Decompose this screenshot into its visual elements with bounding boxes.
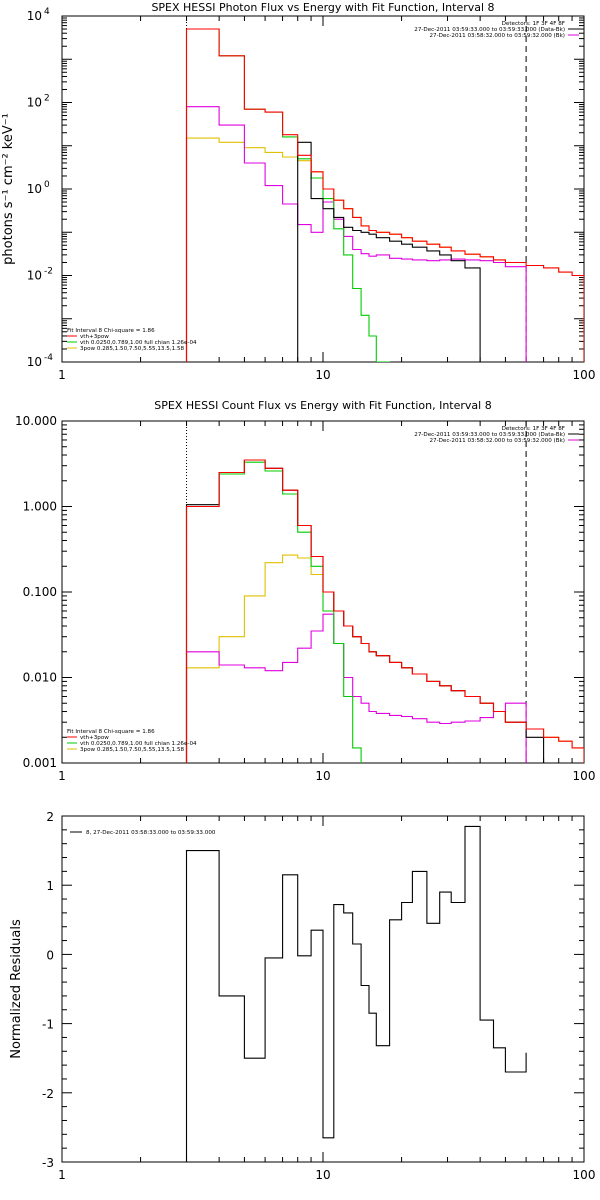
y-tick-label: 10 [27, 269, 42, 283]
series-line [185, 825, 527, 1162]
legend-entry: 3pow 0.285,1.50,7.50,5.55,13.5,1.58 [80, 747, 185, 753]
series-group [185, 28, 584, 362]
legend-top-right-entry: 27-Dec-2011 03:58:32.000 to 03:59:32.000… [429, 438, 565, 444]
series-line [185, 459, 584, 763]
y-tick-label: 0.010 [23, 671, 57, 685]
y-tick-label: -1 [42, 1018, 54, 1032]
y-tick-label: 10.000 [15, 414, 57, 428]
y-tick-exponent: -4 [44, 353, 53, 363]
x-tick-label: 10 [315, 1168, 330, 1182]
series-line [185, 459, 545, 763]
x-tick-label: 1 [58, 1168, 66, 1182]
y-tick-label: 10 [27, 355, 42, 369]
legend-entry: vth 0.0250,0.789,1.00 full chian 1.26e-0… [80, 340, 197, 346]
y-tick-label: 0.001 [23, 756, 57, 770]
legend-entry: vth+3pow [80, 334, 109, 340]
series-line [185, 554, 584, 763]
y-tick-label: 10 [27, 9, 42, 23]
series-line [185, 28, 391, 362]
y-tick-label: 0 [46, 948, 54, 962]
y-tick-label: 2 [46, 810, 54, 824]
panel-1: SPEX HESSI Photon Flux vs Energy with Fi… [1, 1, 596, 382]
series-line [185, 613, 527, 763]
series-group [185, 825, 527, 1162]
series-line [297, 141, 481, 362]
x-tick-label: 1 [58, 769, 66, 783]
y-tick-label: 1.000 [23, 500, 57, 514]
x-tick-label: 100 [573, 1168, 596, 1182]
y-tick-label: 10 [27, 96, 42, 110]
series-line [185, 28, 584, 362]
y-tick-exponent: -2 [44, 267, 53, 277]
y-tick-label: -2 [42, 1087, 54, 1101]
x-tick-label: 10 [315, 368, 330, 382]
legend-entry: 8, 27-Dec-2011 03:58:33.000 to 03:59:33.… [86, 830, 216, 836]
y-tick-label: -3 [42, 1156, 54, 1170]
legend-top-right-entry: 27-Dec-2011 03:58:32.000 to 03:59:32.000… [429, 33, 565, 39]
x-tick-label: 100 [573, 368, 596, 382]
y-tick-exponent: 2 [44, 94, 50, 104]
legend-entry: vth+3pow [80, 735, 109, 741]
chart-title: SPEX HESSI Photon Flux vs Energy with Fi… [151, 1, 494, 14]
panel-2: SPEX HESSI Count Flux vs Energy with Fit… [15, 399, 596, 783]
chart-title: SPEX HESSI Count Flux vs Energy with Fit… [154, 399, 491, 412]
y-tick-label: 10 [27, 182, 42, 196]
legend-top-right-entry: 27-Dec-2011 03:59:33.000 to 03:59:33.000… [414, 432, 565, 438]
series-line [185, 137, 584, 362]
x-tick-label: 100 [573, 769, 596, 783]
y-tick-exponent: 0 [44, 180, 50, 190]
legend-top-right-entry: Detectors: 1F 3F 4F 8F [502, 21, 565, 27]
legend-entry: 3pow 0.285,1.50,7.50,5.55,13.5,1.58 [80, 346, 185, 352]
y-tick-exponent: 4 [44, 7, 50, 17]
legend-entry: vth 0.0250,0.789,1.00 full chian 1.26e-0… [80, 741, 197, 747]
legend-top-right-entry: 27-Dec-2011 03:59:33.000 to 03:59:33.000… [414, 27, 565, 33]
legend-fit-header: Fit Interval 8 Chi-square = 1.86 [67, 328, 155, 334]
y-tick-label: 0.100 [23, 585, 57, 599]
series-group [185, 459, 584, 763]
y-axis-label: photons s⁻¹ cm⁻² keV⁻¹ [1, 113, 16, 265]
y-tick-label: 1 [46, 879, 54, 893]
x-tick-label: 10 [315, 769, 330, 783]
legend-fit-header: Fit Interval 8 Chi-square = 1.86 [67, 729, 155, 735]
series-line [185, 461, 362, 763]
legend-top-right-entry: Detectors: 1F 3F 4F 8F [502, 426, 565, 432]
y-axis-label: Normalized Residuals [9, 919, 24, 1059]
series-line [185, 106, 527, 362]
x-tick-label: 1 [58, 368, 66, 382]
